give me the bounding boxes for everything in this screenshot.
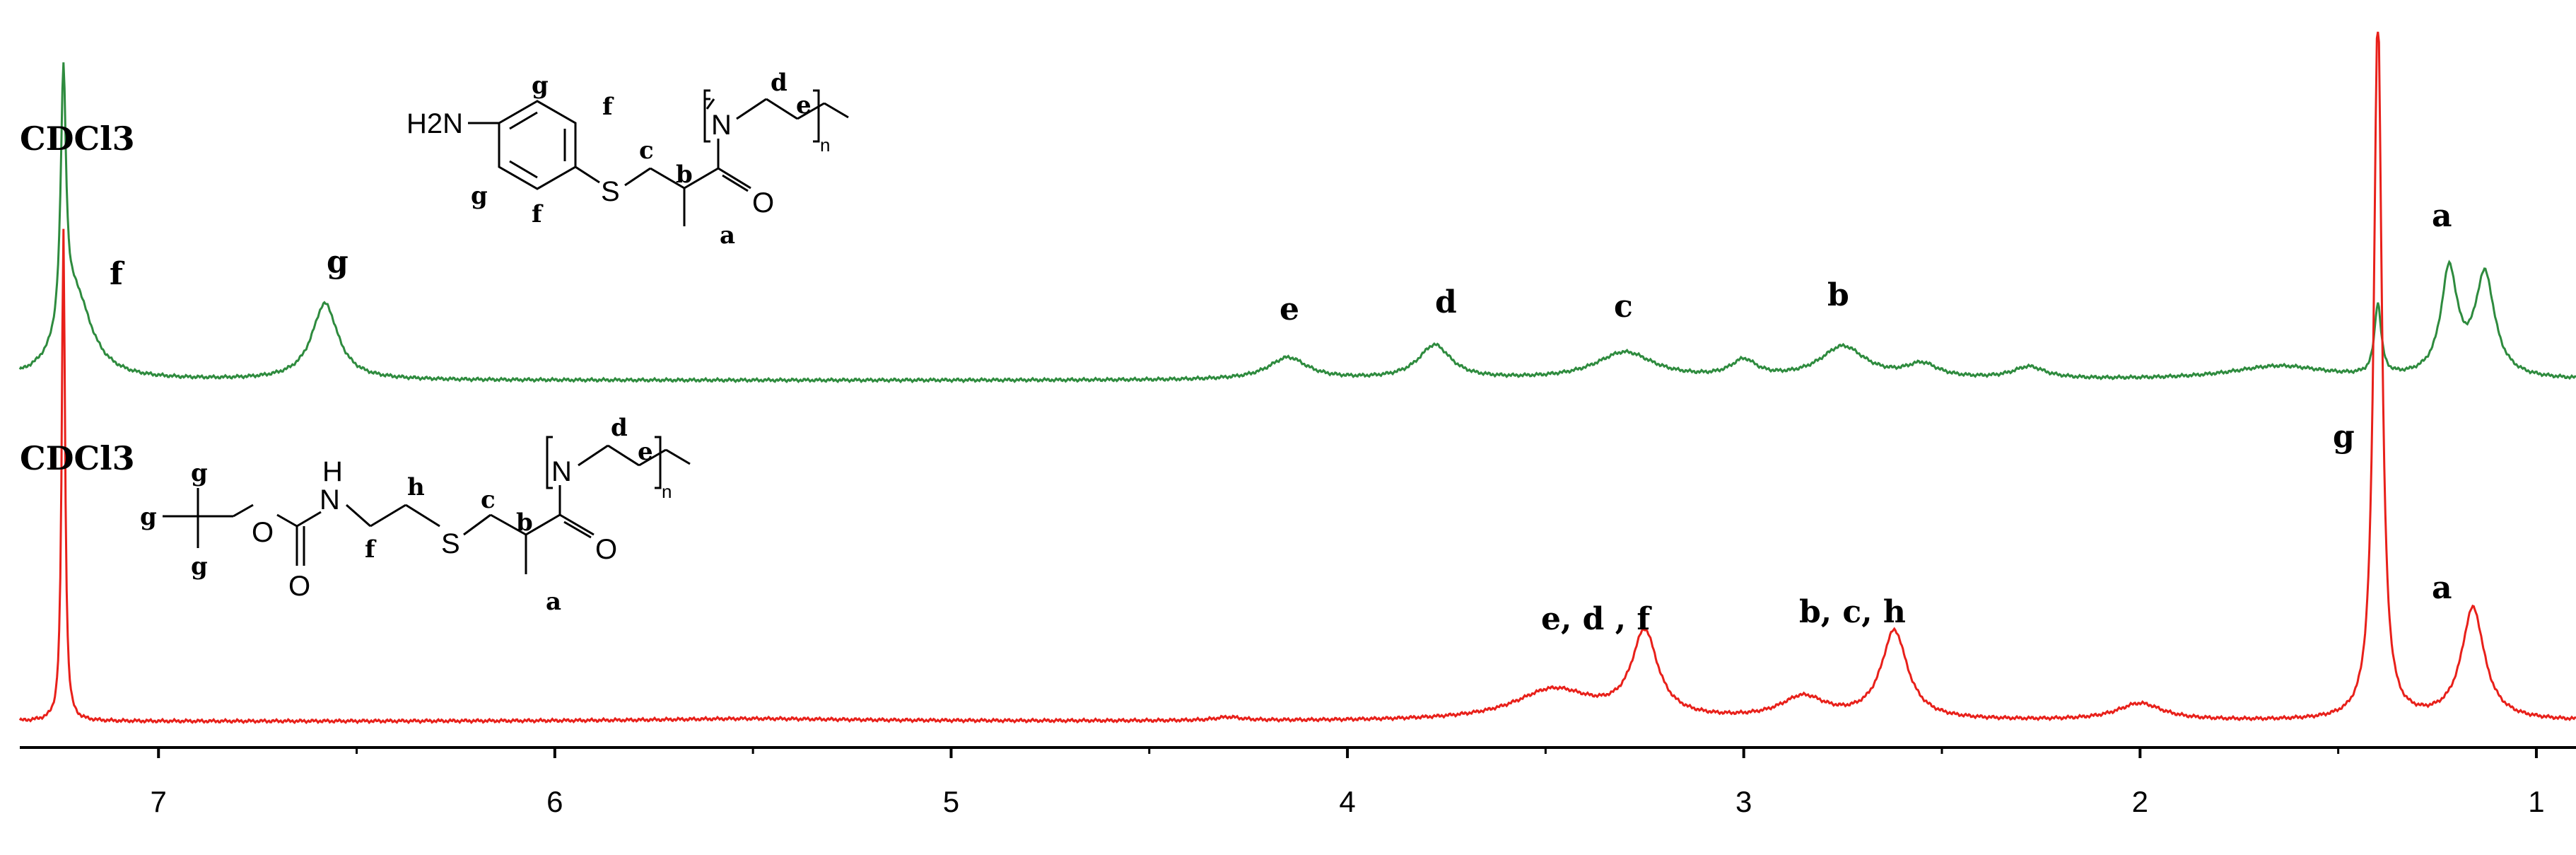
structure-bottom-nitrogen: N bbox=[551, 456, 572, 487]
structure-top-letter-g2: g bbox=[471, 182, 488, 210]
peak-label-bottom-g: g bbox=[2333, 419, 2355, 455]
structure-bottom-letter-f: f bbox=[365, 535, 377, 564]
x-axis: 7 6 5 4 3 2 1 bbox=[20, 746, 2576, 818]
peak-label-top-b: b bbox=[1827, 277, 1849, 313]
structure-top-letter-f1: f bbox=[602, 93, 614, 121]
structure-bottom-carbamate-n: N bbox=[320, 484, 340, 516]
structure-top-nitrogen: N bbox=[711, 110, 732, 141]
x-axis-ticks: 7 6 5 4 3 2 1 bbox=[151, 748, 2545, 818]
structure-top-letter-d: d bbox=[771, 69, 788, 97]
structure-top-subscript-n: n bbox=[820, 134, 830, 156]
peak-label-top-g: g bbox=[327, 244, 349, 280]
structure-bottom-letter-c: c bbox=[481, 486, 496, 514]
x-tick-label-5: 5 bbox=[943, 785, 959, 818]
structure-bottom-ester-oxygen: O bbox=[252, 517, 274, 548]
x-tick-label-4: 4 bbox=[1339, 785, 1355, 818]
peak-label-top-e: e bbox=[1280, 291, 1299, 327]
structure-top-letter-g1: g bbox=[532, 71, 549, 100]
structure-top: H2N S O N n g f g f c b a d e bbox=[406, 69, 849, 250]
structure-bottom-letter-e: e bbox=[638, 438, 653, 466]
solvent-label-bottom: CDCl3 bbox=[20, 439, 135, 477]
structure-bottom-carbamate-h: H bbox=[322, 456, 343, 487]
structure-top-oxygen: O bbox=[752, 187, 774, 219]
peak-label-bottom-edf: e, d , f bbox=[1541, 601, 1652, 637]
x-tick-label-6: 6 bbox=[546, 785, 563, 818]
peak-label-bottom-bch: b, c, h bbox=[1799, 594, 1906, 630]
structure-top-letter-c: c bbox=[639, 136, 654, 165]
structure-top-sulfur: S bbox=[601, 176, 620, 207]
structure-bottom-sulfur: S bbox=[441, 528, 460, 559]
x-tick-label-2: 2 bbox=[2132, 785, 2148, 818]
x-tick-label-1: 1 bbox=[2528, 785, 2544, 818]
solvent-label-top: CDCl3 bbox=[20, 120, 135, 158]
structure-top-amine: H2N bbox=[406, 108, 463, 139]
structure-bottom-subscript-n: n bbox=[662, 481, 672, 502]
x-tick-label-7: 7 bbox=[151, 785, 167, 818]
spectrum-trace-bottom bbox=[18, 31, 2576, 725]
peak-label-top-f: f bbox=[110, 256, 125, 292]
structure-bottom-letter-g2: g bbox=[140, 503, 157, 531]
structure-top-letter-f2: f bbox=[532, 200, 544, 228]
peak-label-top-d: d bbox=[1435, 284, 1457, 320]
spectra-group bbox=[18, 31, 2576, 725]
structure-bottom-oxygen: O bbox=[595, 534, 617, 565]
structure-bottom-letter-g3: g bbox=[191, 552, 208, 581]
structure-bottom-letter-g1: g bbox=[191, 459, 208, 487]
structure-top-letter-a: a bbox=[720, 221, 735, 250]
structure-bottom-letter-b: b bbox=[516, 508, 533, 537]
peak-label-bottom-a: a bbox=[2432, 570, 2452, 606]
structure-top-letter-b: b bbox=[676, 161, 693, 189]
structure-bottom-letter-a: a bbox=[546, 588, 561, 616]
peak-label-top-a: a bbox=[2432, 198, 2452, 234]
peak-label-top-c: c bbox=[1614, 289, 1633, 325]
structure-bottom-letter-h: h bbox=[407, 473, 425, 501]
spectrum-trace-top bbox=[18, 62, 2576, 384]
structure-bottom-carbonyl-oxygen: O bbox=[288, 571, 310, 602]
structure-bottom: O O N H S O N n g g g f h c b a d bbox=[140, 414, 691, 616]
structure-top-letter-e: e bbox=[796, 91, 812, 120]
x-tick-label-3: 3 bbox=[1735, 785, 1752, 818]
structure-bottom-letter-d: d bbox=[611, 414, 628, 442]
